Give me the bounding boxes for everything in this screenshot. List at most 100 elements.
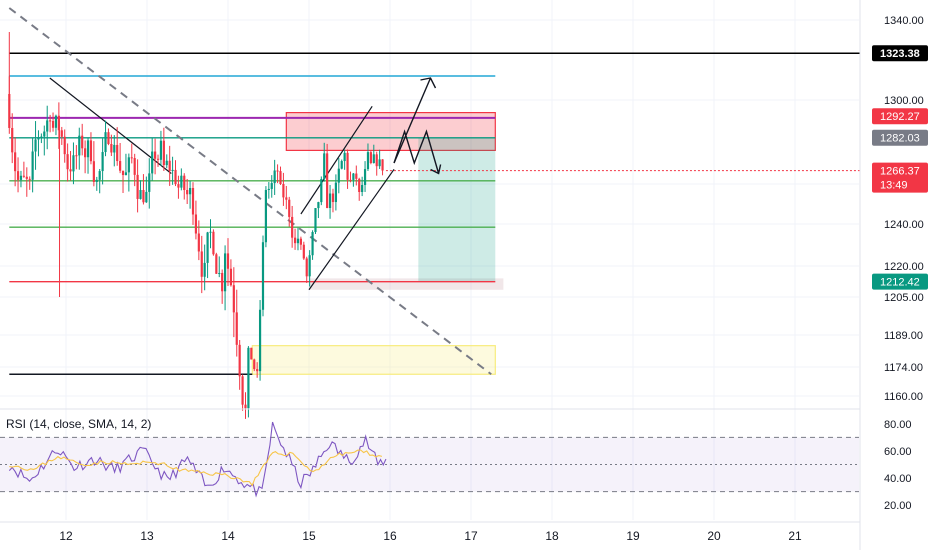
candle[interactable]	[200, 235, 203, 294]
channel-upper-line[interactable]	[300, 105, 373, 215]
candle[interactable]	[256, 362, 259, 378]
candle[interactable]	[285, 185, 288, 210]
rsi-series-rsi[interactable]	[8, 421, 387, 498]
candle[interactable]	[226, 238, 230, 287]
candle[interactable]	[343, 149, 346, 170]
candle[interactable]	[221, 269, 224, 304]
candle[interactable]	[299, 236, 302, 250]
candle[interactable]	[57, 102, 60, 149]
candle[interactable]	[188, 180, 192, 209]
candle[interactable]	[232, 267, 235, 338]
candle[interactable]	[34, 121, 37, 170]
dashed-trendline[interactable]	[8, 7, 492, 376]
candle[interactable]	[101, 138, 104, 185]
candle[interactable]	[22, 161, 25, 178]
candle[interactable]	[282, 172, 285, 206]
candle[interactable]	[148, 158, 151, 209]
candle[interactable]	[104, 120, 107, 157]
candle[interactable]	[119, 143, 122, 174]
candle[interactable]	[130, 143, 133, 164]
candle[interactable]	[136, 159, 139, 213]
candle[interactable]	[60, 126, 63, 145]
candle[interactable]	[186, 178, 189, 205]
rsi-pane[interactable]	[0, 408, 860, 498]
candle[interactable]	[320, 176, 323, 206]
candle[interactable]	[124, 153, 128, 176]
candle[interactable]	[98, 168, 101, 194]
candle[interactable]	[75, 145, 78, 170]
candle[interactable]	[116, 127, 119, 166]
candle[interactable]	[352, 172, 355, 187]
candle[interactable]	[331, 188, 335, 213]
candle[interactable]	[288, 196, 291, 227]
candle[interactable]	[209, 219, 212, 249]
candle[interactable]	[267, 182, 270, 199]
candle[interactable]	[302, 241, 305, 260]
candle[interactable]	[305, 256, 308, 284]
candle[interactable]	[279, 166, 282, 185]
candle[interactable]	[37, 130, 40, 157]
candle[interactable]	[241, 374, 244, 411]
candle[interactable]	[113, 135, 116, 167]
candle[interactable]	[314, 208, 317, 235]
candle[interactable]	[95, 176, 98, 191]
candle[interactable]	[121, 170, 125, 193]
candle[interactable]	[311, 230, 314, 260]
candle[interactable]	[54, 114, 58, 136]
candle[interactable]	[340, 159, 343, 170]
candle[interactable]	[78, 127, 81, 170]
candle[interactable]	[244, 392, 247, 419]
candle[interactable]	[127, 153, 130, 192]
candle[interactable]	[381, 159, 384, 176]
candle[interactable]	[363, 161, 367, 192]
candle[interactable]	[16, 157, 20, 193]
candle[interactable]	[264, 186, 268, 248]
candle[interactable]	[212, 229, 215, 256]
candle[interactable]	[250, 347, 253, 360]
candle[interactable]	[238, 339, 241, 390]
candle[interactable]	[273, 159, 276, 195]
candle[interactable]	[49, 114, 52, 133]
candle[interactable]	[86, 138, 90, 174]
candle[interactable]	[139, 180, 142, 200]
candle[interactable]	[366, 143, 370, 171]
candle[interactable]	[378, 149, 381, 169]
candle[interactable]	[334, 174, 337, 211]
price-label-badge[interactable]: 1266.37 13:49	[872, 162, 928, 193]
candle[interactable]	[361, 176, 364, 197]
candle[interactable]	[151, 138, 154, 181]
trendline[interactable]	[49, 77, 172, 174]
candle[interactable]	[323, 142, 326, 182]
rsi-indicator-title[interactable]: RSI (14, close, SMA, 14, 2)	[6, 417, 152, 431]
candle[interactable]	[43, 125, 46, 156]
candle[interactable]	[358, 177, 361, 201]
candle[interactable]	[328, 185, 332, 219]
candle[interactable]	[19, 170, 23, 188]
candle[interactable]	[308, 250, 311, 287]
projection-zigzag[interactable]	[393, 129, 440, 174]
candle[interactable]	[69, 150, 72, 181]
candle[interactable]	[51, 112, 55, 132]
candle[interactable]	[14, 137, 17, 187]
candle[interactable]	[40, 133, 43, 144]
candle[interactable]	[218, 256, 221, 278]
candle[interactable]	[197, 220, 200, 261]
candle[interactable]	[270, 175, 273, 198]
candle[interactable]	[92, 141, 95, 187]
zone-supply[interactable]	[285, 111, 496, 151]
price-axis[interactable]: 1340.001300.001260.001240.001220.001205.…	[859, 0, 932, 550]
candle[interactable]	[355, 165, 358, 186]
candle[interactable]	[203, 244, 206, 291]
candle[interactable]	[326, 143, 329, 209]
candle[interactable]	[317, 201, 320, 219]
candle[interactable]	[194, 200, 198, 240]
candle[interactable]	[261, 235, 265, 317]
candle[interactable]	[337, 158, 340, 194]
candle[interactable]	[247, 346, 250, 418]
candle[interactable]	[235, 289, 238, 357]
candle[interactable]	[162, 127, 165, 172]
candle[interactable]	[206, 231, 209, 279]
candle[interactable]	[180, 168, 183, 191]
candle[interactable]	[63, 129, 66, 163]
